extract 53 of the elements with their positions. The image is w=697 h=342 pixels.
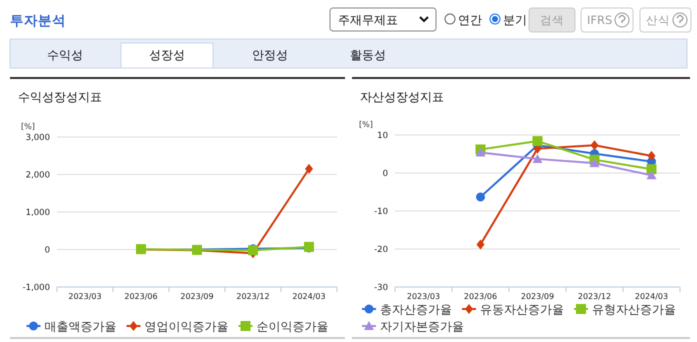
text: 수익성 <box>47 48 83 62</box>
text: 주재무제표 <box>338 13 398 27</box>
point <box>590 140 598 150</box>
point <box>476 147 486 156</box>
point <box>646 170 656 180</box>
point <box>532 136 542 146</box>
text: IFRS <box>587 13 612 27</box>
y-tick-label: -10 <box>374 207 388 217</box>
y-axis-title: [%] <box>21 122 35 131</box>
y-tick-label: 0 <box>44 246 50 256</box>
x-tick-label: 2023/09 <box>520 292 554 301</box>
x-tick-label: 2023/12 <box>578 292 612 301</box>
x-tick-label: 2023/06 <box>464 292 498 301</box>
legend-label: 유동자산증가율 <box>480 302 564 316</box>
x-tick-label: 2023/03 <box>406 292 440 301</box>
point <box>532 154 542 163</box>
text: 활동성 <box>350 48 386 62</box>
text: 검색 <box>540 13 564 27</box>
y-tick-label: 3,000 <box>26 133 50 143</box>
legend-label: 순이익증가율 <box>256 320 328 334</box>
chart-title: 자산성장성지표 <box>360 90 444 104</box>
legend-label: 자기자본증가율 <box>380 320 464 334</box>
legend-label: 영업이익증가율 <box>144 320 228 334</box>
text: 산식 <box>646 13 670 27</box>
legend-label: 유형자산증가율 <box>592 302 676 316</box>
text: 분기 <box>503 13 527 27</box>
point <box>476 239 484 250</box>
point <box>646 164 656 174</box>
point <box>590 158 600 168</box>
text: 안정성 <box>252 48 288 62</box>
x-tick-label: 2023/06 <box>124 292 158 301</box>
text: 투자분석 <box>10 13 66 29</box>
point <box>305 164 313 174</box>
point <box>476 192 485 202</box>
y-tick-label: 1,000 <box>26 208 50 218</box>
y-axis-title: [%] <box>359 120 373 129</box>
text: 성장성 <box>149 48 185 62</box>
y-tick-label: -1,000 <box>22 283 50 293</box>
legend-label: 매출액증가율 <box>44 320 116 334</box>
y-tick-label: 0 <box>382 169 388 179</box>
y-tick-label: -30 <box>374 283 388 293</box>
y-tick-label: 10 <box>377 131 388 141</box>
x-tick-label: 2023/09 <box>180 292 214 301</box>
x-tick-label: 2023/03 <box>68 292 102 301</box>
x-tick-label: 2023/12 <box>236 292 270 301</box>
x-tick-label: 2024/03 <box>634 292 668 301</box>
x-tick-label: 2024/03 <box>292 292 326 301</box>
point <box>648 150 656 161</box>
legend-label: 총자산증가율 <box>380 302 452 316</box>
y-tick-label: 2,000 <box>26 170 50 180</box>
chart-title: 수익성장성지표 <box>18 90 102 104</box>
y-tick-label: -20 <box>374 245 388 255</box>
text: 연간 <box>458 13 482 27</box>
